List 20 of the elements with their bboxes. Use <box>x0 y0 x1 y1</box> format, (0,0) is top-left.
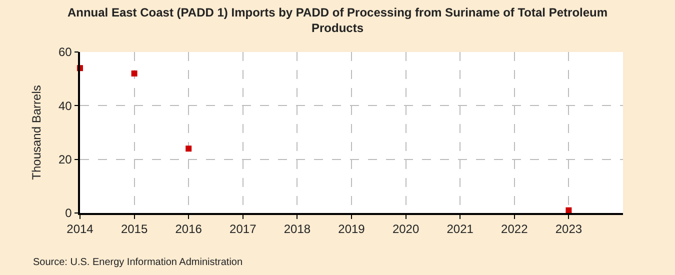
y-tick-label: 0 <box>65 206 72 220</box>
y-tick-label: 40 <box>58 98 72 113</box>
point <box>566 207 572 214</box>
point <box>186 146 192 152</box>
x-tick-label: 2014 <box>66 222 94 236</box>
y-axis-title: Thousand Barrels <box>29 85 44 180</box>
source-note: Source: U.S. Energy Information Administration <box>33 257 243 268</box>
x-tick-label: 2020 <box>392 222 420 236</box>
x-tick-label: 2017 <box>230 222 257 236</box>
x-tick-label: 2022 <box>501 222 528 236</box>
x-tick-label: 2015 <box>120 222 148 236</box>
y-tick-label: 60 <box>58 45 72 60</box>
point <box>131 70 138 76</box>
x-tick-label: 2023 <box>555 222 582 236</box>
chart-title: Annual East Coast (PADD 1) Imports by PADD of Processing from Suriname of Total Petroleum Products <box>67 6 608 36</box>
x-tick-label: 2021 <box>446 222 474 236</box>
x-tick-label: 2016 <box>175 222 202 236</box>
y-tick-label: 20 <box>58 152 72 167</box>
x-tick-label: 2018 <box>284 222 311 236</box>
x-tick-label: 2019 <box>338 222 366 236</box>
